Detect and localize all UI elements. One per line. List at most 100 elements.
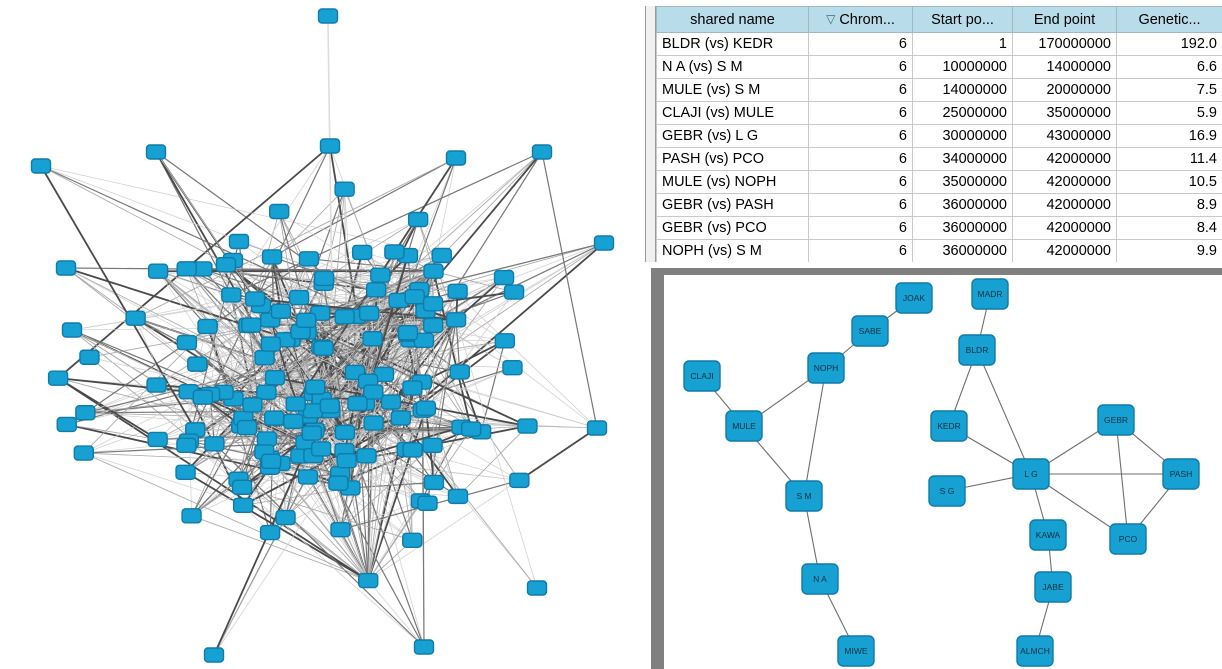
network-node[interactable] [197,318,218,335]
network-node[interactable] [402,442,423,458]
network-edge[interactable] [186,342,294,422]
network-edge[interactable] [367,580,425,648]
network-node[interactable] [336,452,357,469]
network-edge[interactable] [455,319,598,429]
network-node[interactable] [181,508,202,524]
network-node[interactable] [204,436,225,452]
table-cell-chromosome[interactable]: 6 [808,124,913,148]
network-node[interactable] [176,437,197,454]
table-body[interactable]: BLDR (vs) KEDR 6 1 170000000 192.0 N A (vs) S… [656,32,1222,262]
network-node[interactable] [422,317,444,334]
network-edge[interactable] [40,165,197,431]
table-row[interactable]: MULE (vs) NOPH 6 35000000 42000000 10.5 [656,170,1222,194]
network-edge[interactable] [157,270,265,358]
network-node[interactable] [125,310,146,326]
network-node[interactable]: GEBR [1097,404,1135,436]
network-node[interactable] [445,312,467,328]
network-node[interactable] [586,420,608,436]
table-cell-genetic_distance[interactable]: 16.9 [1116,124,1222,148]
table-row[interactable]: N A (vs) S M 6 10000000 14000000 6.6 [656,55,1222,79]
network-node[interactable] [593,235,615,251]
network-edge[interactable] [346,251,395,461]
network-node[interactable] [73,445,95,461]
network-node[interactable]: NOPH [807,352,845,384]
network-node[interactable] [417,495,438,511]
main-network-canvas[interactable] [0,0,645,669]
network-node[interactable] [402,532,423,549]
network-node[interactable] [228,233,250,250]
network-node[interactable]: PASH [1162,458,1200,490]
network-node[interactable] [502,360,523,376]
table-cell-start_point[interactable]: 36000000 [912,193,1013,217]
network-node[interactable] [517,418,538,434]
table-cell-shared_name[interactable]: GEBR (vs) PASH [656,193,809,217]
network-node[interactable] [362,331,383,347]
network-edge[interactable] [188,391,192,516]
table-cell-start_point[interactable]: 14000000 [912,78,1013,102]
table-cell-chromosome[interactable]: 6 [808,239,913,262]
network-node[interactable] [351,244,373,261]
table-cell-shared_name[interactable]: BLDR (vs) KEDR [656,32,809,56]
network-node[interactable] [283,413,304,430]
table-cell-genetic_distance[interactable]: 5.9 [1116,101,1222,125]
network-node[interactable] [447,488,469,505]
table-cell-shared_name[interactable]: MULE (vs) S M [656,78,809,102]
network-node[interactable] [423,263,444,279]
table-cell-shared_name[interactable]: GEBR (vs) L G [656,124,809,148]
network-node[interactable] [254,349,275,366]
table-cell-start_point[interactable]: 30000000 [912,124,1013,148]
network-edge[interactable] [367,313,370,581]
network-edge[interactable] [213,476,309,656]
network-node[interactable] [236,419,258,436]
network-node[interactable] [363,384,384,400]
network-node[interactable] [390,410,412,426]
network-node[interactable] [215,256,237,273]
network-node[interactable] [145,144,167,160]
table-row[interactable]: CLAJI (vs) MULE 6 25000000 35000000 5.9 [656,101,1222,125]
network-node[interactable] [431,247,452,264]
network-node[interactable] [146,377,167,393]
network-node[interactable] [302,403,324,419]
network-node[interactable] [305,379,326,395]
table-row[interactable]: GEBR (vs) PASH 6 36000000 42000000 8.9 [656,193,1222,217]
network-node[interactable] [192,389,214,405]
table-cell-end_point[interactable]: 14000000 [1012,55,1117,79]
network-edge[interactable] [83,452,272,462]
network-node[interactable] [55,260,77,276]
network-edge[interactable] [254,219,419,300]
network-edge[interactable] [89,356,322,412]
sub-network-panel[interactable]: CLAJI MULE NOPH SABE JOAK S M N A MIWE MADR BLDR K… [651,268,1222,669]
table-cell-end_point[interactable]: 42000000 [1012,170,1117,194]
network-node[interactable] [61,322,83,338]
network-edge[interactable] [345,319,457,462]
network-node[interactable]: MULE [725,410,763,442]
network-node[interactable] [460,421,482,437]
network-node[interactable] [256,384,277,401]
network-edge[interactable] [455,319,538,589]
table-cell-chromosome[interactable]: 6 [808,170,913,194]
network-edge[interactable] [367,334,409,581]
network-node[interactable] [261,249,283,265]
network-node[interactable] [175,464,196,480]
network-edge[interactable] [432,242,605,326]
node-data-table[interactable]: shared name ▽ Chrom... Start po... End po… [656,6,1222,262]
network-node[interactable]: S M [785,480,823,512]
network-node[interactable]: PCO [1109,523,1147,555]
network-node[interactable] [242,397,263,413]
column-header-end-point[interactable]: End point [1012,6,1117,33]
network-edge[interactable] [1115,419,1129,540]
table-cell-end_point[interactable]: 170000000 [1012,32,1117,56]
network-node[interactable] [423,474,445,491]
network-node[interactable] [313,270,335,287]
network-node[interactable] [380,394,402,410]
network-edge[interactable] [327,23,333,301]
network-edge[interactable] [65,267,136,319]
table-cell-start_point[interactable]: 36000000 [912,216,1013,240]
table-cell-end_point[interactable]: 42000000 [1012,193,1117,217]
network-node[interactable]: L G [1012,458,1050,490]
network-edge[interactable] [71,298,256,331]
network-node[interactable] [334,424,356,441]
column-header-shared-name[interactable]: shared name [656,6,809,33]
table-cell-genetic_distance[interactable]: 8.9 [1116,193,1222,217]
